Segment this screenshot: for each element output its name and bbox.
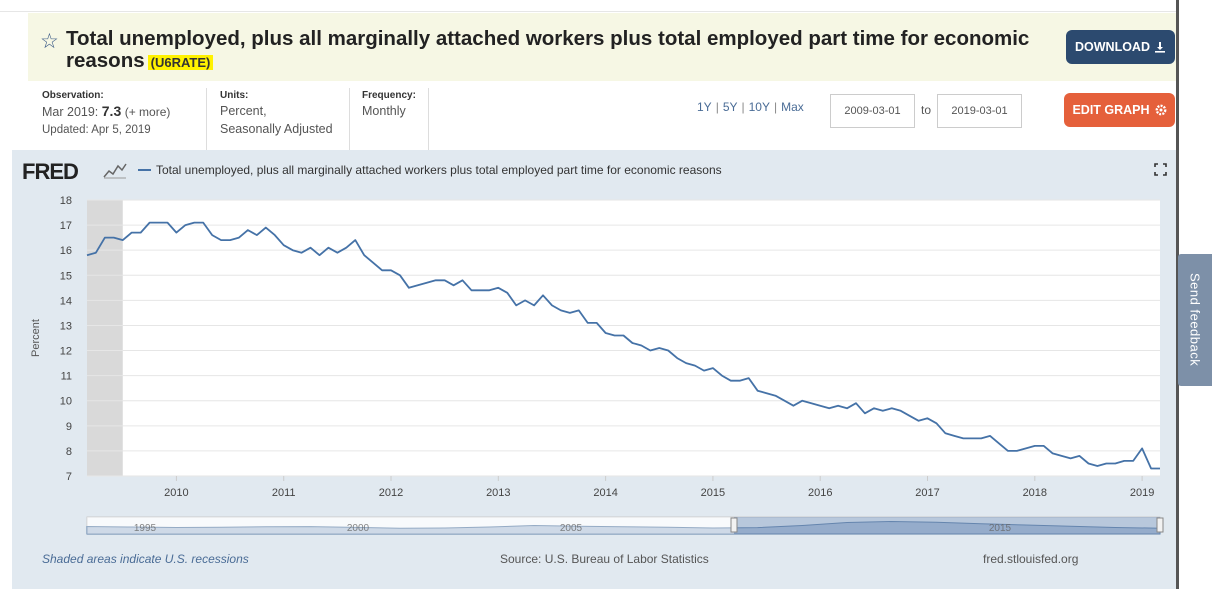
send-feedback-button[interactable]: Send feedback — [1178, 254, 1212, 386]
x-tick-label: 2018 — [1023, 487, 1047, 499]
frequency-value: Monthly — [362, 104, 406, 118]
navigator-year-label: 2000 — [347, 523, 370, 534]
fred-sparkline-icon — [103, 163, 127, 179]
page-title: Total unemployed, plus all marginally at… — [66, 28, 1056, 74]
navigator-handle-left[interactable] — [730, 517, 738, 533]
x-tick-label: 2012 — [379, 487, 403, 499]
recession-note[interactable]: Shaded areas indicate U.S. recessions — [42, 552, 249, 566]
units-label: Units: — [220, 90, 249, 101]
range-1y[interactable]: 1Y — [697, 100, 712, 114]
navigator-series — [86, 520, 1161, 535]
series-header — [28, 13, 1176, 81]
range-selector: 1Y | 5Y | 10Y | Max — [697, 100, 804, 114]
y-tick-label: 7 — [66, 471, 72, 483]
y-tick-label: 10 — [60, 396, 72, 408]
units-line-2: Seasonally Adjusted — [220, 122, 333, 136]
x-tick-label: 2017 — [915, 487, 939, 499]
y-tick-label: 13 — [60, 320, 72, 332]
meta-divider — [349, 88, 350, 150]
observation-value: 7.3 — [101, 103, 122, 119]
star-icon[interactable]: ☆ — [40, 30, 59, 53]
observation-block: Observation: Mar 2019: 7.3 (+ more) Upda… — [42, 90, 170, 139]
legend-label: Total unemployed, plus all marginally at… — [156, 163, 722, 177]
page-border — [1176, 0, 1179, 589]
updated-date: Updated: Apr 5, 2019 — [42, 124, 151, 136]
navigator-handle-right[interactable] — [1156, 517, 1164, 533]
units-line-1: Percent, — [220, 104, 267, 118]
navigator-year-label: 2015 — [989, 523, 1012, 534]
range-10y[interactable]: 10Y — [748, 100, 770, 114]
end-date-input[interactable]: 2019-03-01 — [937, 94, 1022, 128]
legend-swatch — [138, 169, 151, 171]
plot-area — [87, 200, 1160, 476]
send-feedback-label: Send feedback — [1187, 273, 1203, 367]
x-tick-label: 2016 — [808, 487, 832, 499]
edit-graph-button[interactable]: EDIT GRAPH — [1064, 93, 1175, 127]
gear-icon — [1155, 104, 1166, 116]
x-tick-label: 2013 — [486, 487, 510, 499]
y-tick-label: 12 — [60, 346, 72, 358]
top-strip — [0, 0, 1218, 12]
x-tick-label: 2011 — [272, 487, 296, 499]
y-tick-label: 14 — [60, 295, 72, 307]
frequency-block: Frequency: Monthly — [362, 90, 416, 120]
x-tick-label: 2014 — [593, 487, 617, 499]
observation-more-link[interactable]: (+ more) — [124, 105, 171, 119]
line-chart: 7 8 9 10 11 12 13 14 15 16 17 18 Percent 2010 2011 2012… — [30, 195, 1164, 535]
frequency-label: Frequency: — [362, 90, 416, 101]
units-block: Units: Percent, Seasonally Adjusted — [220, 90, 333, 138]
series-line-u6rate — [86, 221, 1160, 470]
observation-line: Mar 2019: 7.3 (+ more) — [42, 102, 170, 121]
y-tick-label: 15 — [60, 270, 72, 282]
edit-graph-label: EDIT GRAPH — [1072, 103, 1150, 117]
x-tick-label: 2015 — [701, 487, 725, 499]
chart-legend: Total unemployed, plus all marginally at… — [138, 163, 722, 177]
navigator-unselected — [87, 517, 734, 534]
start-date-input[interactable]: 2009-03-01 — [830, 94, 915, 128]
meta-divider — [206, 88, 207, 150]
download-label: DOWNLOAD — [1075, 40, 1150, 54]
y-tick-label: 8 — [66, 446, 72, 458]
observation-label: Observation: — [42, 90, 104, 101]
meta-divider — [428, 88, 429, 150]
recession-shade — [87, 200, 123, 476]
observation-date: Mar 2019: — [42, 105, 99, 119]
y-tick-label: 9 — [66, 421, 72, 433]
title-text: Total unemployed, plus all marginally at… — [66, 27, 1030, 72]
x-tick-label: 2019 — [1130, 487, 1154, 499]
range-5y[interactable]: 5Y — [722, 100, 738, 114]
expand-icon[interactable] — [1154, 163, 1167, 176]
navigator-selection — [734, 517, 1160, 534]
site-link[interactable]: fred.stlouisfed.org — [983, 552, 1079, 566]
navigator-year-label: 2005 — [560, 523, 583, 534]
range-max[interactable]: Max — [781, 100, 804, 114]
source-note: Source: U.S. Bureau of Labor Statistics — [500, 552, 709, 566]
series-id-badge: (U6RATE) — [147, 55, 214, 70]
navigator-year-label: 1995 — [134, 523, 157, 534]
fred-logo: FRED — [22, 159, 79, 184]
y-tick-label: 17 — [60, 220, 72, 232]
y-tick-label: 16 — [60, 245, 72, 257]
download-button[interactable]: DOWNLOAD — [1066, 30, 1175, 64]
to-label: to — [921, 103, 932, 117]
y-tick-label: 18 — [60, 195, 72, 207]
y-axis-label: Percent — [30, 319, 42, 357]
x-tick-label: 2010 — [164, 487, 188, 499]
download-icon — [1155, 42, 1165, 53]
y-tick-label: 11 — [61, 371, 72, 383]
